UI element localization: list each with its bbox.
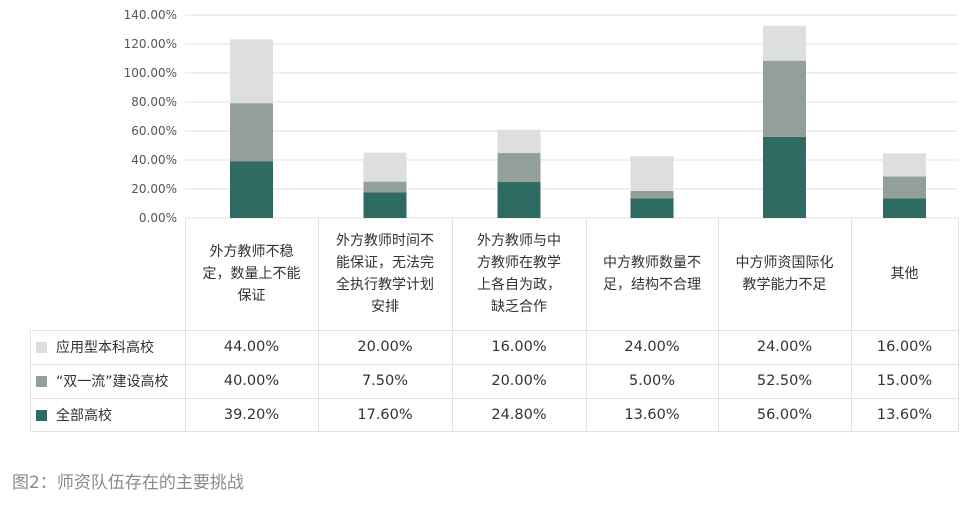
y-tick-label: 80.00% bbox=[131, 95, 177, 109]
bar-segment-5-1 bbox=[883, 176, 926, 199]
legend-label: “双一流”建设高校 bbox=[56, 374, 169, 390]
data-value: 44.00% bbox=[223, 339, 280, 355]
table-divider bbox=[318, 218, 319, 432]
gridlines bbox=[185, 14, 958, 219]
bar-segment-3-1 bbox=[630, 191, 674, 199]
data-value: 17.60% bbox=[357, 407, 413, 423]
category-label: 其他 bbox=[890, 266, 919, 282]
data-value: 13.60% bbox=[624, 407, 680, 423]
data-value: 5.00% bbox=[628, 373, 676, 389]
bars bbox=[230, 25, 926, 218]
bar-segment-4-2 bbox=[763, 25, 806, 61]
data-value: 15.00% bbox=[876, 373, 933, 389]
table-row: 应用型本科高校 44.00% 20.00% 16.00% 24.00% 24.00% 16.… bbox=[30, 330, 958, 364]
bar-segment-3-2 bbox=[630, 156, 674, 192]
table-divider bbox=[718, 218, 719, 432]
y-tick-label: 140.00% bbox=[124, 8, 177, 22]
data-value: 56.00% bbox=[756, 407, 813, 423]
y-tick-label: 120.00% bbox=[124, 37, 177, 51]
table-row: “双一流”建设高校 40.00% 7.50% 20.00% 5.00% 52.50% 15.… bbox=[30, 364, 958, 398]
bar-segment-5-0 bbox=[883, 198, 926, 218]
table-divider bbox=[30, 431, 958, 432]
y-tick-label: 0.00% bbox=[139, 211, 177, 225]
figure-caption: 图2：师资队伍存在的主要挑战 bbox=[12, 473, 244, 493]
bar-segment-4-0 bbox=[763, 136, 806, 218]
bar-segment-1-0 bbox=[363, 192, 407, 218]
table-divider bbox=[851, 218, 852, 432]
data-value: 13.60% bbox=[876, 407, 933, 423]
bar-segment-1-2 bbox=[363, 152, 407, 182]
table-divider bbox=[30, 330, 958, 331]
data-value: 16.00% bbox=[491, 339, 547, 355]
table-divider bbox=[30, 398, 958, 399]
legend-entry: 全部高校 bbox=[30, 398, 185, 432]
stacked-bar-chart: 0.00% 20.00% 40.00% 60.00% 80.00% 100.00% 120.… bbox=[124, 8, 958, 225]
data-value: 24.80% bbox=[491, 407, 547, 423]
bar-segment-2-2 bbox=[497, 129, 541, 154]
legend-entry: “双一流”建设高校 bbox=[30, 364, 185, 398]
bar-segment-2-0 bbox=[497, 182, 541, 218]
legend-label: 应用型本科高校 bbox=[56, 340, 154, 356]
category-label: 外方教师不稳 定，数量上不能 保证 bbox=[202, 244, 301, 304]
data-value: 24.00% bbox=[624, 339, 680, 355]
legend-label: 全部高校 bbox=[56, 408, 112, 424]
bar-segment-0-0 bbox=[230, 161, 273, 218]
data-value: 7.50% bbox=[361, 373, 409, 389]
data-value: 52.50% bbox=[756, 373, 813, 389]
data-value: 24.00% bbox=[756, 339, 813, 355]
bar-segment-0-2 bbox=[230, 39, 273, 104]
category-label: 外方教师时间不 能保证，无法完 全执行教学计划 安排 bbox=[336, 233, 434, 315]
legend-swatch bbox=[36, 409, 47, 421]
table-divider bbox=[958, 218, 959, 432]
table-divider bbox=[185, 218, 186, 432]
bar-segment-2-1 bbox=[497, 153, 541, 183]
legend-swatch bbox=[36, 375, 47, 387]
y-tick-label: 100.00% bbox=[124, 66, 177, 80]
table-divider bbox=[586, 218, 587, 432]
table-divider bbox=[30, 364, 958, 365]
data-value: 39.20% bbox=[223, 407, 280, 423]
bar-segment-4-1 bbox=[763, 60, 806, 137]
bar-segment-0-1 bbox=[230, 103, 273, 162]
data-value: 20.00% bbox=[357, 339, 413, 355]
table-divider bbox=[452, 218, 453, 432]
y-tick-label: 20.00% bbox=[131, 182, 177, 196]
category-label: 中方教师数量不 足，结构不合理 bbox=[603, 255, 701, 293]
data-value: 16.00% bbox=[876, 339, 933, 355]
category-label: 中方师资国际化 教学能力不足 bbox=[735, 255, 834, 293]
y-tick-label: 60.00% bbox=[131, 124, 177, 138]
y-axis-ticks: 0.00% 20.00% 40.00% 60.00% 80.00% 100.00% 120.… bbox=[124, 8, 177, 225]
legend-entry: 应用型本科高校 bbox=[30, 330, 185, 364]
bar-segment-3-0 bbox=[630, 198, 674, 218]
data-value: 20.00% bbox=[491, 373, 547, 389]
y-tick-label: 40.00% bbox=[131, 153, 177, 167]
bar-segment-1-1 bbox=[363, 181, 407, 193]
table-row: 全部高校 39.20% 17.60% 24.80% 13.60% 56.00% 13.60% bbox=[30, 398, 958, 432]
bar-segment-5-2 bbox=[883, 153, 926, 177]
legend-swatch bbox=[36, 341, 47, 353]
data-value: 40.00% bbox=[223, 373, 280, 389]
table-divider bbox=[30, 330, 31, 432]
category-label: 外方教师与中 方教师在教学 上各自为政， 缺乏合作 bbox=[477, 233, 561, 315]
